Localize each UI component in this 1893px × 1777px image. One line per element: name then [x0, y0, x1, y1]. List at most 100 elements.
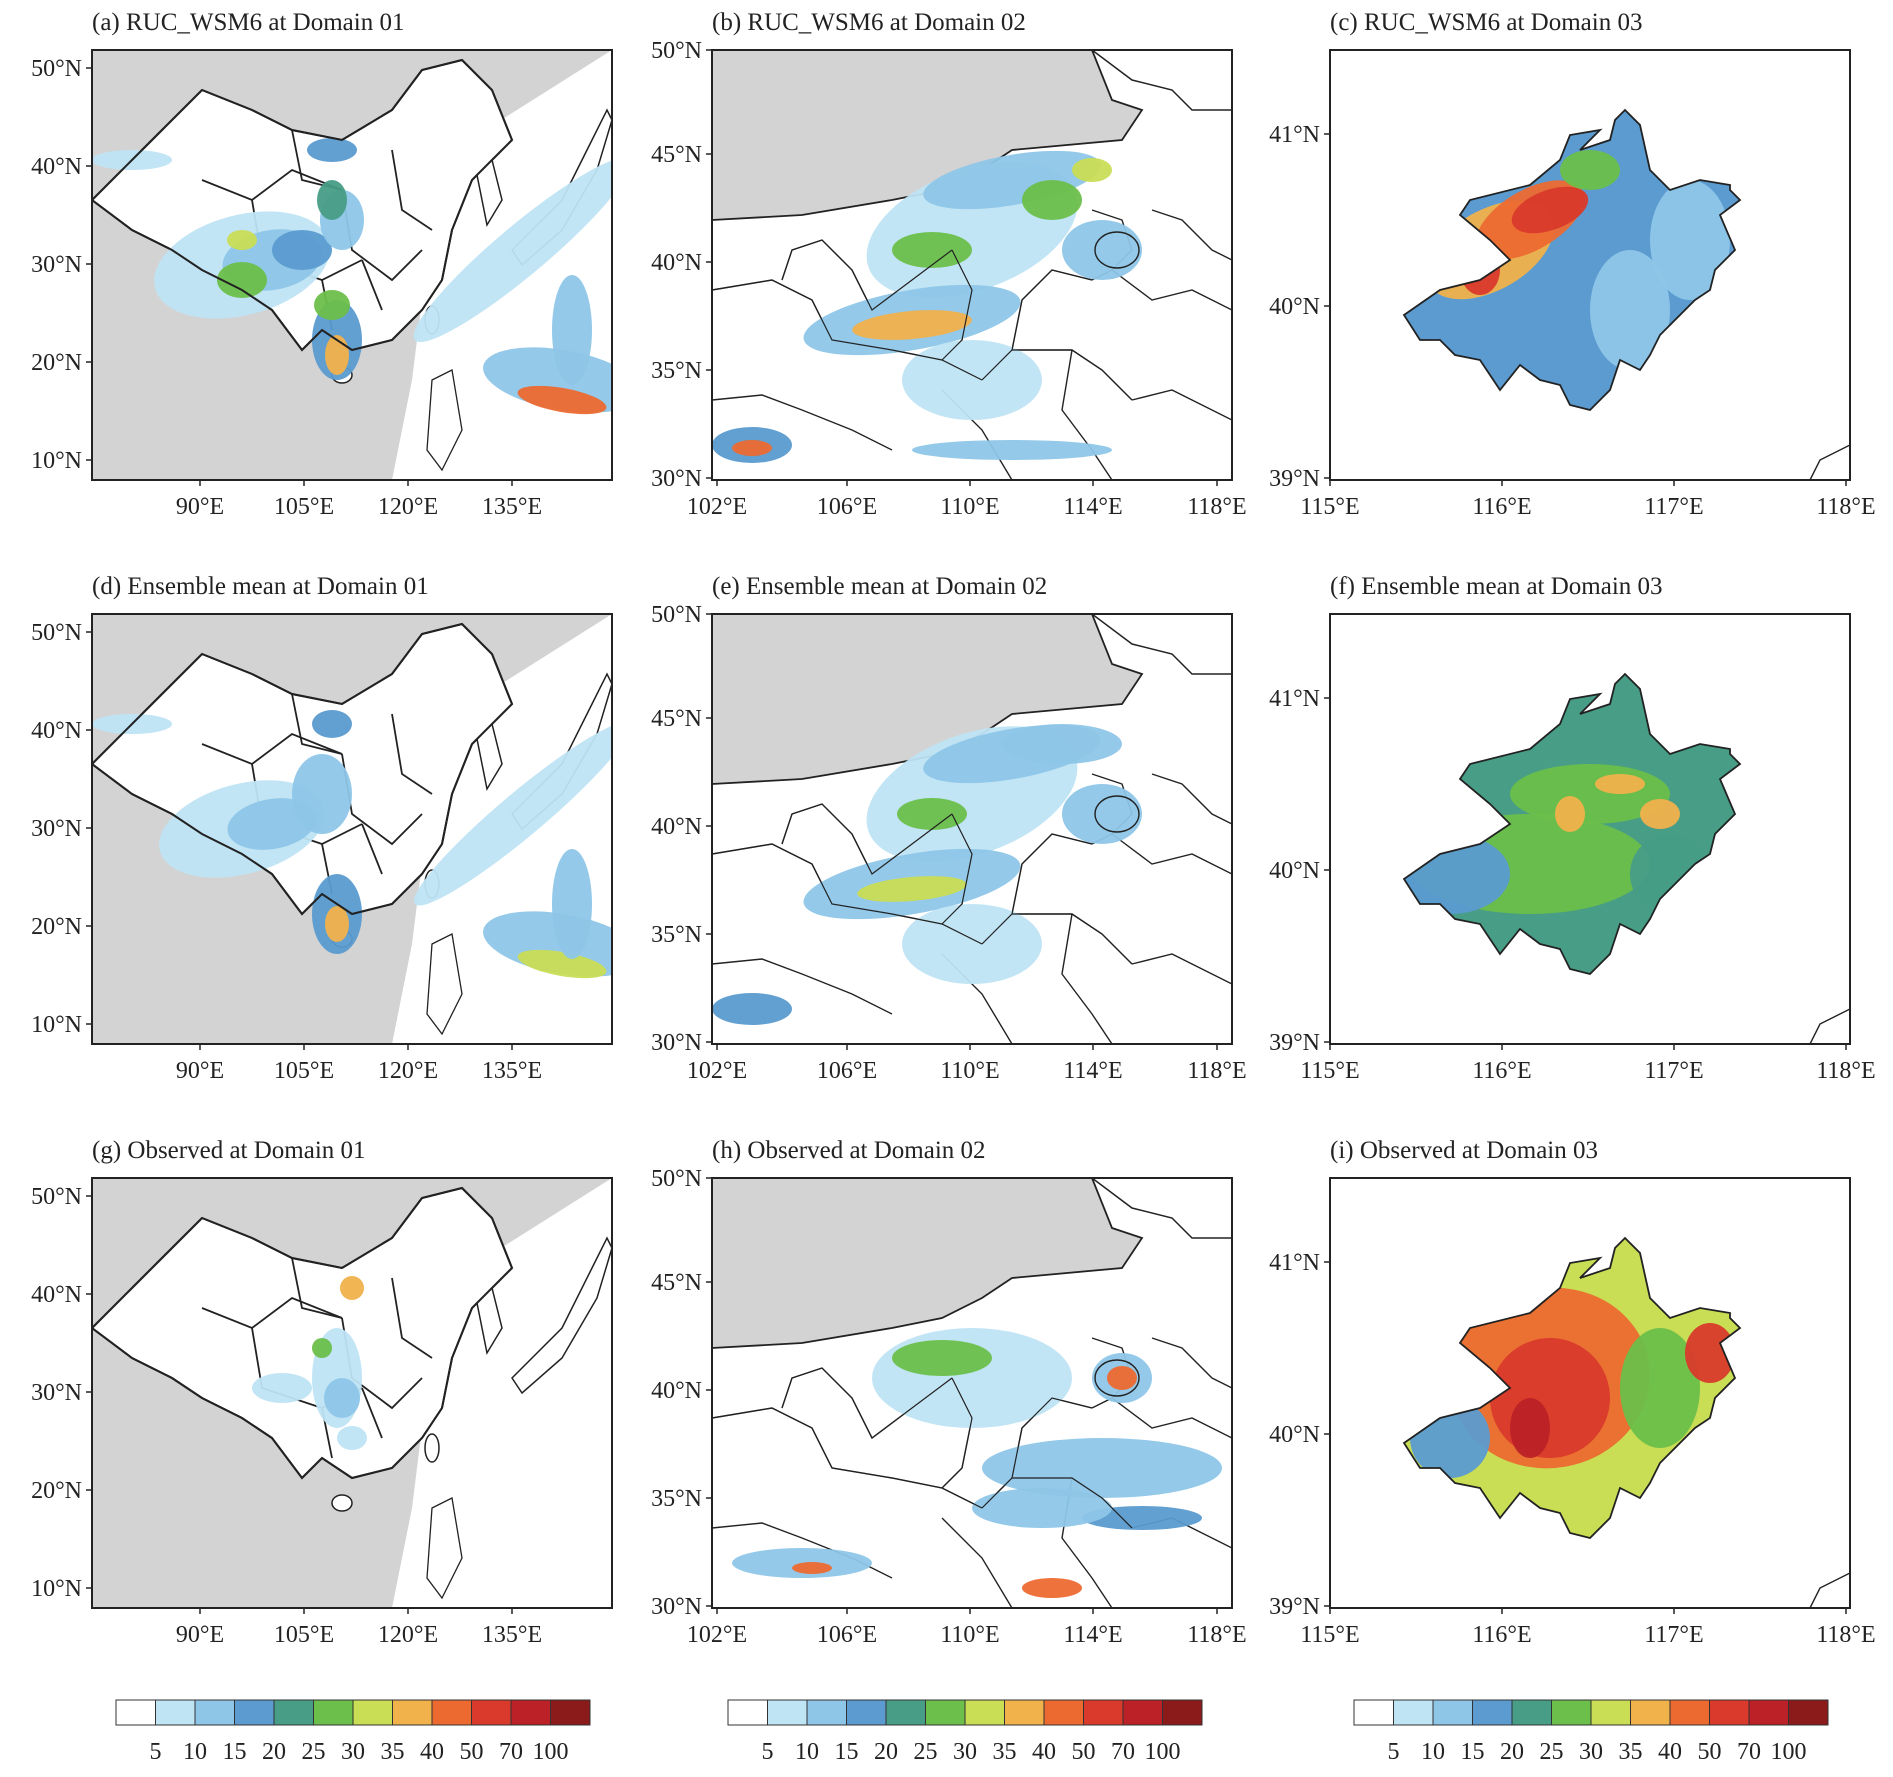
precip-patch [1650, 180, 1730, 300]
map-frame [711, 49, 1233, 481]
province-border [361, 259, 383, 311]
colorbar-label: 35 [993, 1739, 1017, 1765]
colorbar-swatch [352, 1699, 393, 1726]
province-border-top [981, 349, 1133, 401]
precip-patch [892, 1340, 992, 1376]
colorbar-swatch [115, 1699, 156, 1726]
province-border [712, 958, 893, 1015]
lon-tick-label: 102°E [687, 1058, 747, 1084]
colorbar-label: 25 [914, 1739, 938, 1765]
precip-layer [252, 1276, 367, 1450]
lat-tick-label: 35°N [651, 922, 702, 948]
lon-tick-label: 118°E [1187, 1058, 1246, 1084]
precip-patch [712, 993, 792, 1025]
colorbar-swatch [1432, 1699, 1473, 1726]
precip-patch [732, 440, 772, 456]
lon-tick-label: 118°E [1816, 494, 1875, 520]
province-border-top [941, 813, 973, 925]
colorbar-label: 25 [1540, 1739, 1564, 1765]
coastline [1809, 1572, 1850, 1608]
precip-patch [1560, 150, 1620, 190]
province-border-top [941, 249, 973, 361]
beijing-outline [1402, 1236, 1742, 1539]
lon-tick-label: 110°E [940, 494, 999, 520]
map-frame [91, 1177, 613, 1609]
lon-tick-label: 105°E [274, 1622, 334, 1648]
colorbar-swatch [1590, 1699, 1631, 1726]
colorbar-label: 30 [1579, 1739, 1603, 1765]
mongolia [712, 614, 1144, 785]
lon-tick-label: 120°E [378, 1622, 438, 1648]
province-border-top [781, 239, 953, 311]
map-body [92, 50, 612, 480]
lon-tick-label: 117°E [1644, 494, 1703, 520]
colorbar: 5 10 15 20 25 30 35 40 50 70 100 [115, 1699, 591, 1765]
lon-tick-label: 115°E [1300, 494, 1359, 520]
colorbar-label: 40 [420, 1739, 444, 1765]
colorbar-swatch [550, 1699, 591, 1726]
colorbar-swatch [1748, 1699, 1789, 1726]
precip-patch [1062, 784, 1142, 844]
lat-tick-label: 50°N [31, 620, 82, 646]
lat-tick-label: 39°N [1269, 1594, 1320, 1620]
colorbar-swatch [1122, 1699, 1163, 1726]
philippines [426, 933, 463, 1036]
province-border-top [781, 1367, 953, 1439]
precip-patch [1062, 220, 1142, 280]
lon-tick-label: 135°E [482, 1622, 542, 1648]
lat-tick-label: 40°N [31, 1282, 82, 1308]
lat-tick-label: 45°N [651, 142, 702, 168]
panel-f: (f) Ensemble mean at Domain 03 39°N 40°N 41… [1269, 573, 1876, 1084]
colorbar-label: 20 [1500, 1739, 1524, 1765]
map-body [92, 1178, 612, 1608]
province-border-top [941, 1377, 973, 1489]
panel-title: (b) RUC_WSM6 at Domain 02 [712, 9, 1026, 36]
precip-patch [1082, 1506, 1202, 1530]
lon-tick-label: 114°E [1063, 1058, 1122, 1084]
colorbar-swatch [1551, 1699, 1592, 1726]
china-outline-top [92, 1186, 514, 1480]
province-border [291, 1257, 343, 1319]
province-border [201, 732, 343, 766]
map-frame [91, 613, 613, 1045]
lat-tick-label: 40°N [31, 718, 82, 744]
panel-h: (h) Observed at Domain 02 30°N 35°N 40°N 45°… [651, 1137, 1247, 1648]
colorbar-swatch [964, 1699, 1005, 1726]
beijing-outline [1402, 108, 1742, 411]
precip-patch [972, 1488, 1112, 1528]
china-outline-top [92, 622, 514, 916]
precip-patch [1595, 774, 1645, 794]
lon-tick-label: 116°E [1472, 1058, 1531, 1084]
precip-patch [517, 385, 607, 415]
panel-d: (d) Ensemble mean at Domain 01 10°N 20°N 30… [31, 573, 613, 1084]
colorbar-swatch [1162, 1699, 1203, 1726]
panel-e: (e) Ensemble mean at Domain 02 30°N 35°N 40… [651, 573, 1247, 1084]
lat-tick-label: 41°N [1269, 122, 1320, 148]
panel-title: (g) Observed at Domain 01 [92, 1137, 366, 1164]
colorbar-label: 10 [795, 1739, 819, 1765]
coastline [1809, 1008, 1850, 1044]
lon-tick-label: 117°E [1644, 1622, 1703, 1648]
beijing-border-top [1094, 1359, 1140, 1397]
colorbar-swatch [1669, 1699, 1710, 1726]
province-border [1131, 953, 1232, 985]
precip-patch [312, 710, 352, 738]
precip-patch [517, 949, 607, 979]
lat-tick-label: 40°N [651, 814, 702, 840]
map-body [712, 614, 1232, 1044]
lat-tick-label: 50°N [31, 56, 82, 82]
hainan [331, 1494, 353, 1512]
precip-patch [897, 798, 967, 830]
map-frame [711, 1177, 1233, 1609]
lat-tick-label: 41°N [1269, 1250, 1320, 1276]
province-border [1151, 209, 1232, 261]
lat-tick-label: 20°N [31, 914, 82, 940]
lat-tick-label: 40°N [651, 250, 702, 276]
lon-tick-label: 110°E [940, 1058, 999, 1084]
colorbar-label: 30 [341, 1739, 365, 1765]
colorbar-swatch [1353, 1699, 1394, 1726]
precip-patch [340, 1276, 364, 1300]
colorbar-label: 5 [1388, 1739, 1400, 1765]
colorbar-swatch [1511, 1699, 1552, 1726]
lon-tick-label: 115°E [1300, 1058, 1359, 1084]
